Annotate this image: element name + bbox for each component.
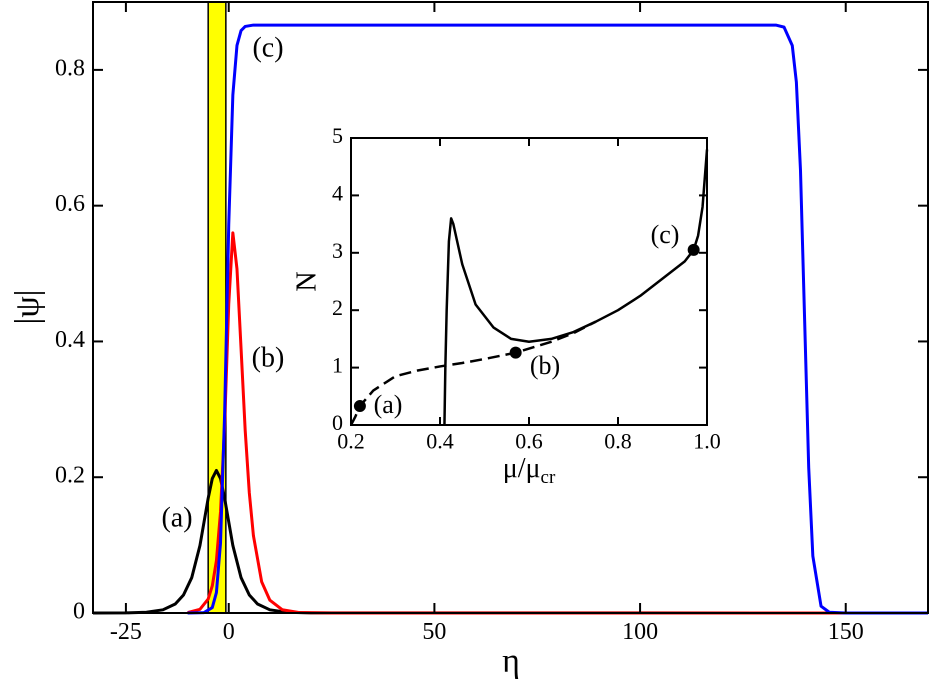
y-tick-label: 4 [332,180,343,205]
x-axis-label-main: μ/μ [503,453,541,484]
data-line [187,23,928,615]
x-tick-label: 150 [828,619,864,645]
x-axis-label: μ/μcr [503,453,556,488]
x-tick-label: 50 [422,619,446,645]
plot-frame [92,1,929,614]
annotation: (b) [530,351,560,380]
data-point [687,243,700,256]
y-axis-label: |ψ| [9,290,46,325]
data-point [509,346,522,359]
x-tick-label: 0.8 [604,429,632,454]
data-line [187,231,928,615]
x-tick-label: 0.6 [515,429,543,454]
annotation: (a) [374,390,403,419]
data-line [92,468,929,615]
inset-background [351,138,707,425]
annotation: (c) [252,32,283,63]
x-tick-label: 0.4 [426,429,454,454]
y-tick-label: 0.6 [55,191,85,217]
y-tick-label: 0 [73,599,85,625]
x-tick-label: 0.2 [337,429,365,454]
x-tick-label: 100 [622,619,658,645]
highlight-band [207,1,227,614]
y-tick-label: 2 [332,295,343,320]
y-tick-label: 3 [332,238,343,263]
y-tick-label: 0.8 [55,55,85,81]
annotation: (a) [161,502,192,533]
annotation: (b) [252,342,285,373]
x-axis-label: η [502,643,520,680]
x-tick-label: 0 [223,619,235,645]
data-line [443,149,709,426]
x-tick-label: -25 [110,619,142,645]
y-tick-label: 0 [332,410,343,435]
y-tick-label: 1 [332,353,343,378]
data-point [353,400,366,413]
y-tick-label: 0.2 [55,463,85,489]
annotation: (c) [651,220,680,249]
y-tick-label: 5 [332,123,343,148]
x-tick-label: 1.0 [693,429,721,454]
y-axis-label: N [291,271,322,291]
y-tick-label: 0.4 [55,327,85,353]
x-axis-label-sub: cr [541,467,556,488]
